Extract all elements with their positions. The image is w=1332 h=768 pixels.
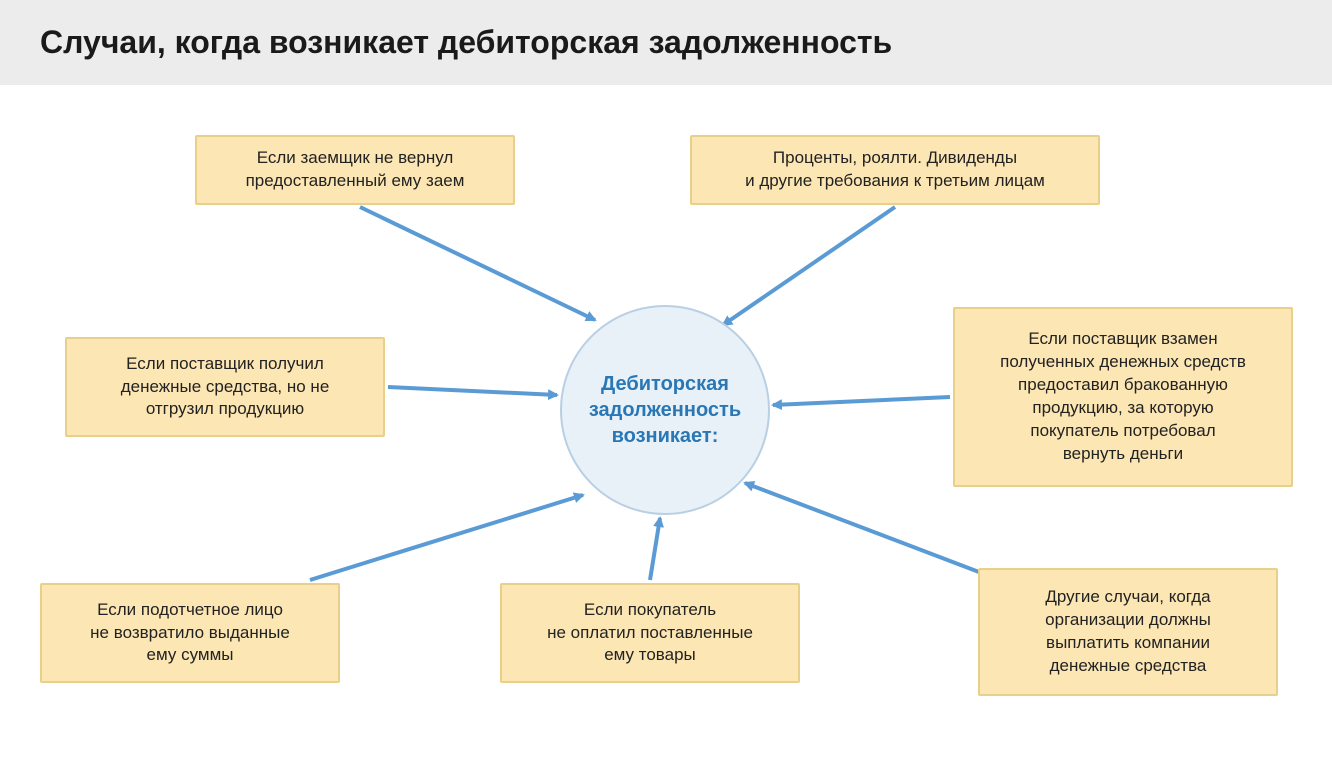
box-accountable: Если подотчетное лицоне возвратило выдан… (40, 583, 340, 683)
arrow-box-buyer-unpaid (650, 518, 660, 580)
box-supplier-no-ship: Если поставщик получилденежные средства,… (65, 337, 385, 437)
box-buyer-unpaid: Если покупательне оплатил поставленныеем… (500, 583, 800, 683)
arrow-box-supplier-no-ship (388, 387, 557, 395)
diagram-canvas: Дебиторскаязадолженностьвозникает: Если з… (0, 85, 1332, 745)
box-defective: Если поставщик взаменполученных денежных… (953, 307, 1293, 487)
arrow-box-royalty (723, 207, 895, 325)
box-royalty: Проценты, роялти. Дивидендыи другие треб… (690, 135, 1100, 205)
box-other: Другие случаи, когдаорганизации должнывы… (978, 568, 1278, 696)
page-title-bar: Случаи, когда возникает дебиторская задо… (0, 0, 1332, 85)
page-title: Случаи, когда возникает дебиторская задо… (40, 24, 892, 60)
arrow-box-defective (773, 397, 950, 405)
center-circle: Дебиторскаязадолженностьвозникает: (560, 305, 770, 515)
arrow-box-other (745, 483, 1000, 580)
box-loan: Если заемщик не вернулпредоставленный ем… (195, 135, 515, 205)
arrow-box-accountable (310, 495, 583, 580)
arrow-box-loan (360, 207, 595, 320)
